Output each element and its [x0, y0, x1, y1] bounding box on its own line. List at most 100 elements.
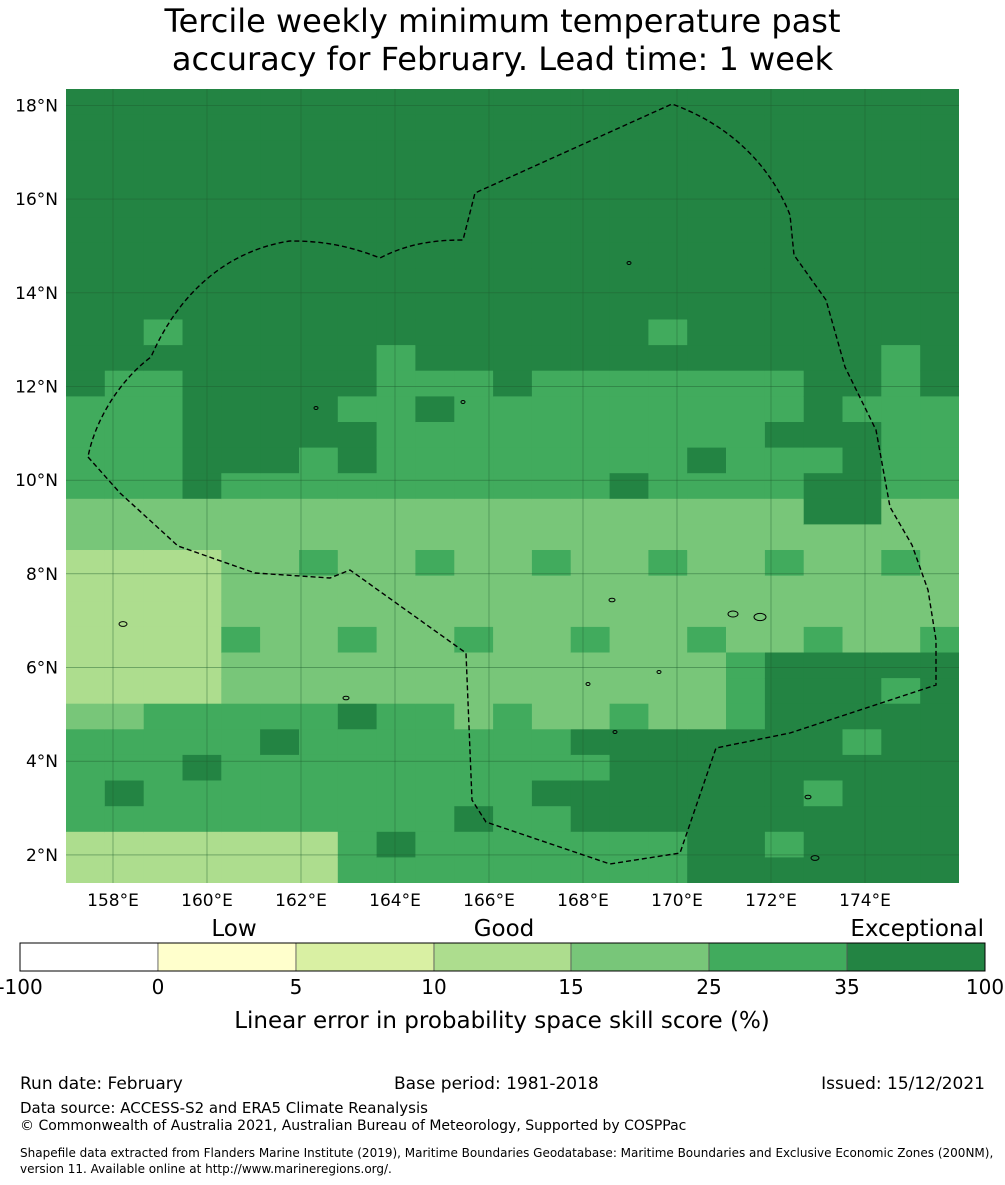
grid-cell: [454, 114, 494, 141]
grid-cell: [803, 422, 844, 449]
grid-cell: [803, 831, 844, 858]
grid-cell: [803, 550, 844, 577]
colorbar-category-labels: Low Good Exceptional: [211, 916, 984, 942]
latitude-tick-labels: 18°N 16°N 14°N 12°N 10°N 8°N 6°N 4°N 2°N: [15, 96, 58, 865]
grid-cell: [104, 268, 145, 295]
grid-cell: [687, 114, 727, 141]
grid-cell: [376, 473, 416, 500]
grid-cell: [881, 550, 921, 577]
island-outline: [118, 621, 128, 627]
grid-cell: [454, 857, 494, 883]
grid-cell: [726, 652, 766, 679]
grid-cell: [376, 780, 416, 807]
grid-cell: [726, 626, 766, 654]
grid-cell: [687, 293, 727, 321]
grid-cell: [376, 524, 416, 551]
grid-cell: [182, 857, 222, 883]
grid-cell: [648, 293, 688, 321]
grid-cell: [648, 575, 688, 602]
grid-cell: [531, 140, 572, 167]
grid-cell: [842, 550, 882, 577]
grid-cell: [531, 396, 572, 423]
grid-cell: [764, 703, 805, 730]
grid-cell: [260, 601, 300, 628]
grid-cell: [803, 370, 844, 397]
grid-cell: [260, 729, 300, 756]
grid-cell: [454, 831, 494, 858]
grid-cell: [143, 703, 184, 730]
grid-cell: [726, 601, 766, 628]
grid-cell: [454, 370, 494, 397]
grid-cell: [842, 780, 882, 807]
grid-cell: [842, 601, 882, 628]
grid-cell: [648, 524, 688, 551]
grid-cell: [570, 217, 611, 244]
grid-cell: [104, 89, 145, 116]
grid-cell: [299, 524, 339, 551]
grid-cell: [376, 652, 416, 679]
grid-cell: [66, 89, 106, 116]
grid-cell: [66, 165, 106, 192]
grid-cell: [182, 754, 222, 782]
grid-cell: [299, 165, 339, 192]
grid-cell: [726, 473, 766, 500]
grid-cell: [221, 524, 261, 551]
grid-cell: [66, 396, 106, 423]
grid-cell: [570, 89, 611, 116]
grid-cell: [221, 217, 261, 244]
grid-cell: [66, 601, 106, 628]
grid-cell: [104, 550, 145, 577]
grid-cell: [881, 729, 921, 756]
grid-cell: [299, 857, 339, 883]
longitude-tick-label: 170°E: [651, 891, 703, 911]
eez-boundary-dashed: [87, 103, 937, 865]
grid-cell: [299, 370, 339, 397]
grid-cell: [493, 780, 533, 807]
grid-cell: [842, 498, 882, 525]
grid-cell: [881, 293, 921, 321]
grid-cell: [143, 217, 184, 244]
grid-cell: [493, 140, 533, 167]
grid-cell: [764, 447, 805, 474]
grid-cell: [920, 293, 959, 321]
grid-cell: [221, 678, 261, 705]
grid-cell: [299, 242, 339, 269]
grid-cell: [337, 626, 378, 654]
grid-cell: [104, 806, 145, 833]
grid-cell: [493, 396, 533, 423]
grid-cell: [337, 89, 378, 116]
grid-cell: [570, 191, 611, 218]
grid-cell: [104, 831, 145, 858]
grid-cell: [493, 217, 533, 244]
grid-cell: [920, 242, 959, 269]
grid-cell: [609, 601, 649, 628]
grid-cell: [920, 754, 959, 782]
grid-cell: [648, 422, 688, 449]
grid-cell: [66, 191, 106, 218]
grid-cell: [726, 293, 766, 321]
grid-cell: [493, 550, 533, 577]
grid-cell: [66, 678, 106, 705]
grid-cell: [648, 703, 688, 730]
grid-cell: [221, 754, 261, 782]
grid-cell: [609, 626, 649, 654]
grid-cell: [842, 626, 882, 654]
grid-cell: [920, 601, 959, 628]
grid-cell: [609, 806, 649, 833]
grid-cell: [337, 293, 378, 321]
grid-cell: [570, 652, 611, 679]
grid-cell: [260, 550, 300, 577]
grid-cell: [221, 857, 261, 883]
grid-cell: [920, 345, 959, 372]
grid-cell: [299, 447, 339, 474]
grid-cell: [143, 370, 184, 397]
grid-cell: [299, 89, 339, 116]
grid-cell: [182, 652, 222, 679]
grid-cell: [337, 575, 378, 602]
grid-cell: [376, 550, 416, 577]
grid-cell: [687, 422, 727, 449]
grid-cell: [842, 422, 882, 449]
grid-cell: [531, 703, 572, 730]
grid-cell: [842, 268, 882, 295]
grid-cell: [376, 140, 416, 167]
